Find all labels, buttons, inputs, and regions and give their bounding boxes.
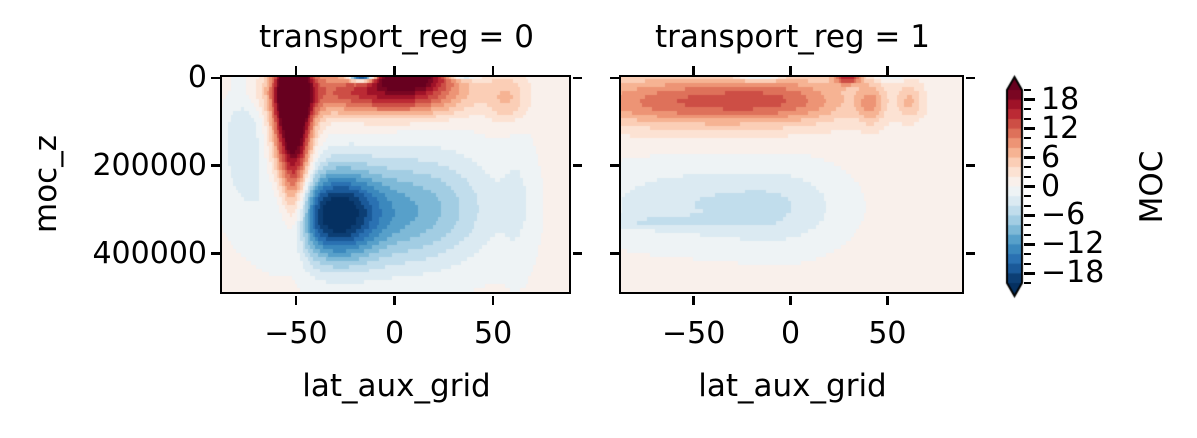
x-tick-mark-top [886, 65, 889, 76]
colorbar-major-tick-mark [1024, 272, 1035, 275]
colorbar-minor-tick-mark [1024, 146, 1031, 150]
colorbar-major-tick-mark [1024, 127, 1035, 130]
x-tick-mark-bottom [294, 295, 298, 306]
colorbar-major-tick-mark [1024, 214, 1035, 217]
y-tick-mark-left [609, 76, 620, 80]
y-tick-mark-right [572, 252, 583, 255]
colorbar-tick-label: 0 [1041, 168, 1061, 204]
colorbar-minor-tick-mark [1024, 204, 1031, 207]
colorbar-tick-label: 6 [1041, 139, 1061, 175]
y-tick-mark-right [572, 164, 583, 168]
y-tick-mark-right [572, 76, 583, 80]
x-tick-mark-bottom [491, 295, 495, 306]
contour-plot-transport-reg-1 [619, 75, 965, 295]
colorbar-tick-label: −12 [1041, 226, 1105, 262]
colorbar-minor-tick-mark [1024, 166, 1031, 169]
colorbar-major-tick-mark [1024, 185, 1035, 188]
x-tick-mark-bottom [393, 295, 396, 306]
y-tick-mark-left [609, 252, 620, 255]
y-tick-mark-left [210, 252, 221, 255]
colorbar-tick-label: 18 [1041, 81, 1080, 117]
y-tick-mark-right [965, 76, 976, 80]
colorbar-minor-tick-mark [1024, 262, 1031, 265]
y-tick-mark-right [965, 164, 976, 168]
panel-1-title: transport_reg = 1 [655, 19, 930, 55]
x-tick-mark-top [692, 65, 696, 76]
y-tick-mark-left [609, 164, 620, 168]
colorbar-major-tick-mark [1024, 156, 1035, 159]
colorbar-minor-tick-mark [1024, 117, 1031, 121]
panel-0-x-axis-label: lat_aux_grid [302, 368, 491, 404]
x-tick-label: 50 [474, 316, 513, 351]
colorbar-major-tick-mark [1024, 98, 1035, 101]
x-tick-mark-top [393, 65, 396, 76]
panel-1-x-axis-label: lat_aux_grid [698, 368, 887, 404]
colorbar-minor-tick-mark [1024, 175, 1031, 179]
panel-0-title: transport_reg = 0 [259, 19, 534, 55]
colorbar [1005, 74, 1025, 300]
y-tick-mark-left [210, 164, 221, 168]
colorbar-minor-tick-mark [1024, 108, 1031, 111]
y-tick-label: 0 [187, 60, 207, 95]
x-tick-mark-bottom [886, 295, 889, 306]
x-tick-label: 50 [868, 316, 907, 351]
y-tick-mark-right [965, 252, 976, 255]
x-tick-label: −50 [264, 316, 328, 351]
x-tick-label: −50 [662, 316, 726, 351]
colorbar-minor-tick-mark [1024, 233, 1031, 236]
y-tick-mark-left [210, 76, 221, 80]
colorbar-tick-label: −18 [1041, 255, 1105, 291]
colorbar-minor-tick-mark [1024, 223, 1031, 227]
colorbar-minor-tick-mark [1024, 281, 1031, 285]
contour-plot-transport-reg-0 [220, 75, 572, 295]
x-tick-mark-top [491, 65, 495, 76]
x-tick-mark-top [789, 65, 792, 76]
colorbar-tick-label: −6 [1041, 197, 1086, 233]
x-tick-label: 0 [384, 316, 405, 351]
colorbar-minor-tick-mark [1024, 194, 1031, 198]
colorbar-minor-tick-mark [1024, 137, 1031, 140]
x-tick-mark-bottom [789, 295, 792, 306]
colorbar-major-tick-mark [1024, 243, 1035, 246]
colorbar-tick-label: 12 [1041, 110, 1080, 146]
colorbar-minor-tick-mark [1024, 252, 1031, 256]
x-tick-mark-top [294, 65, 298, 76]
y-tick-label: 200000 [92, 147, 207, 183]
colorbar-minor-tick-mark [1024, 88, 1031, 92]
y-tick-label: 400000 [92, 235, 207, 271]
x-tick-label: 0 [781, 316, 801, 351]
x-tick-mark-bottom [692, 295, 696, 306]
